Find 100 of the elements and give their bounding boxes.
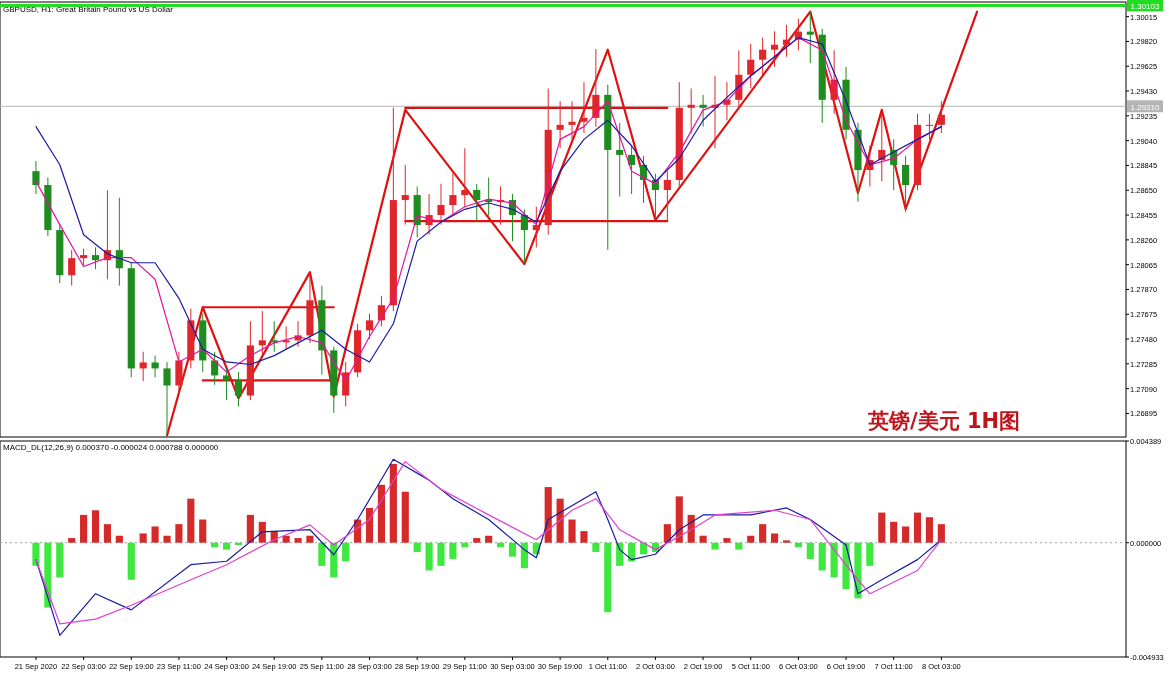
candlestick [580, 81, 588, 134]
bar [306, 535, 314, 543]
candlestick [556, 100, 564, 149]
candlestick [32, 160, 40, 195]
bar [56, 542, 64, 578]
candlestick [568, 100, 576, 140]
chart-title: MACD_DL(12,26,9) 0.000370 -0.000024 0.000788 0.000000 [3, 443, 219, 452]
bar [782, 540, 791, 543]
bar [449, 542, 457, 559]
bar [818, 542, 826, 571]
bar [258, 521, 266, 543]
bar [902, 526, 910, 543]
bar [437, 542, 445, 566]
candlestick [663, 170, 671, 223]
candlestick [806, 11, 814, 64]
candlestick [937, 100, 945, 134]
bar [508, 542, 517, 557]
bar [318, 542, 326, 566]
bar [187, 498, 195, 543]
bar [389, 463, 397, 543]
bar [878, 512, 886, 543]
bar [222, 542, 231, 550]
candlestick [68, 249, 76, 287]
bar [854, 542, 862, 599]
candlestick [401, 164, 409, 226]
bar [80, 514, 88, 543]
bar [127, 542, 135, 580]
bar [425, 542, 433, 571]
bar [568, 519, 576, 543]
candlestick [258, 310, 266, 357]
bar [663, 524, 671, 543]
bar [592, 542, 600, 552]
bar [699, 535, 707, 543]
bar [937, 524, 945, 543]
candlestick [461, 147, 469, 208]
candlestick [616, 122, 624, 198]
bar [282, 535, 290, 543]
candlestick [902, 155, 910, 213]
bar [580, 531, 588, 543]
bar [365, 507, 374, 543]
candlestick [139, 351, 147, 382]
bar [401, 491, 409, 543]
bar [747, 535, 755, 543]
candlestick [770, 30, 779, 68]
bar [830, 542, 838, 578]
bar [377, 484, 386, 543]
bar [342, 542, 350, 562]
bar [413, 542, 421, 552]
bar [91, 510, 100, 543]
bar [473, 538, 481, 543]
candlestick [449, 170, 457, 217]
bar [866, 542, 874, 566]
ref-line-label: 1.30103 [1130, 1, 1161, 11]
chart-subtitle: GBPUSD, H1: Great Britain Pound vs US Dollar [3, 5, 174, 14]
candlestick [759, 37, 767, 77]
bar [806, 542, 814, 559]
bar [68, 538, 76, 543]
candlestick [532, 206, 540, 248]
candlestick [592, 48, 600, 128]
bar [175, 524, 183, 543]
bar [723, 538, 731, 543]
bar [199, 519, 207, 543]
candlestick [222, 367, 231, 401]
candlestick [473, 183, 481, 223]
bar [32, 542, 40, 566]
bar [925, 517, 934, 543]
bar [770, 533, 779, 543]
bar [544, 487, 552, 543]
candlestick [687, 87, 695, 134]
ref-line-label: 1.29310 [1130, 102, 1161, 112]
bar [711, 542, 719, 550]
bar [151, 526, 159, 543]
candlestick [747, 43, 755, 89]
candlestick [163, 361, 171, 437]
candlestick [211, 351, 219, 386]
candlestick [520, 208, 528, 264]
bar [246, 514, 254, 543]
bar [294, 538, 302, 543]
text: 英镑/美元 1H图 [867, 409, 1021, 433]
bar [759, 524, 767, 543]
candlestick [342, 361, 350, 407]
candlestick [925, 113, 934, 140]
bar [139, 533, 147, 543]
bar [556, 498, 564, 543]
bar [675, 496, 683, 543]
bar [115, 535, 123, 543]
bar [735, 542, 743, 550]
bar [163, 535, 171, 543]
candlestick [437, 183, 445, 226]
candlestick [782, 24, 791, 58]
bar [890, 521, 898, 543]
bar [103, 524, 112, 543]
candlestick [234, 371, 243, 407]
candlestick [365, 313, 374, 340]
bar [913, 512, 922, 543]
candlestick [91, 246, 100, 270]
candlestick [151, 355, 159, 378]
candlestick [699, 94, 707, 128]
bar [485, 535, 493, 543]
bar [604, 542, 612, 613]
